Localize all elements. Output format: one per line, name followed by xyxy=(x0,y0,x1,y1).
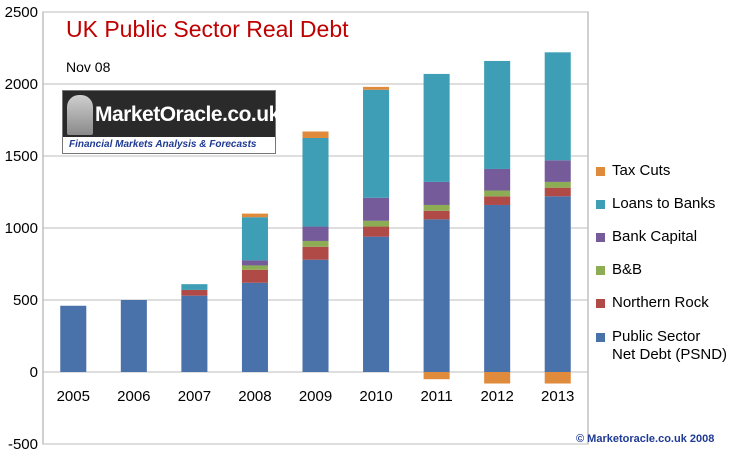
bar-segment xyxy=(241,260,268,266)
chart-subtitle: Nov 08 xyxy=(66,59,111,75)
bar-segment xyxy=(544,181,571,188)
bar-segment xyxy=(302,259,329,372)
chart-title: UK Public Sector Real Debt xyxy=(66,16,349,42)
legend-label: Tax Cuts xyxy=(612,162,671,179)
x-tick-label: 2007 xyxy=(178,388,211,405)
bar-segment xyxy=(544,372,571,384)
bar-segment xyxy=(423,73,450,182)
bar-segment xyxy=(363,236,390,372)
bar-segment xyxy=(302,131,329,138)
bar-segment xyxy=(181,284,208,290)
bar-segment xyxy=(120,300,147,372)
y-tick-label: 1500 xyxy=(5,148,38,165)
legend-label: Public Sector Net Debt (PSND) xyxy=(612,328,728,363)
x-tick-label: 2009 xyxy=(299,388,332,405)
bar-segment xyxy=(423,219,450,372)
legend-label: Loans to Banks xyxy=(612,195,716,212)
bar-segment xyxy=(241,269,268,283)
bar-segment xyxy=(302,138,329,227)
y-tick-label: 1000 xyxy=(5,220,38,237)
bar-segment xyxy=(60,305,87,372)
logo-name: MarketOracle.co.uk xyxy=(95,103,280,126)
x-tick-label: 2008 xyxy=(238,388,271,405)
x-tick-label: 2013 xyxy=(541,388,574,405)
bar-segment xyxy=(423,372,450,380)
bar-segment xyxy=(241,282,268,372)
bar-segment xyxy=(363,220,390,227)
bar-segment xyxy=(484,196,511,205)
bar-segment xyxy=(484,60,511,169)
bar-segment xyxy=(423,181,450,205)
x-tick-labels: 2005 2006 2007 2008 2009 2010 2011 2012 2013 xyxy=(57,388,575,405)
marketoracle-logo: MarketOracle.co.uk Financial Markets Ana… xyxy=(62,90,280,154)
bar-segment xyxy=(484,204,511,372)
bar-segment xyxy=(363,86,390,90)
y-tick-label: 2500 xyxy=(5,4,38,21)
x-tick-label: 2011 xyxy=(420,388,452,405)
legend-swatch xyxy=(596,233,605,242)
y-tick-label: 2000 xyxy=(5,76,38,93)
legend-swatch xyxy=(596,299,605,308)
bar-segment xyxy=(544,187,571,197)
bar-segment xyxy=(363,197,390,221)
bar-segment xyxy=(484,372,511,384)
legend-label: Northern Rock xyxy=(612,294,709,311)
legend-swatch xyxy=(596,333,605,342)
legend-label: B&B xyxy=(612,261,643,278)
legend-swatch xyxy=(596,200,605,209)
bar-segment xyxy=(363,226,390,237)
bars xyxy=(60,52,571,384)
x-tick-label: 2010 xyxy=(359,388,392,405)
y-tick-label: 500 xyxy=(13,292,38,309)
y-tick-label: 0 xyxy=(30,364,38,381)
statue-icon xyxy=(67,95,93,135)
y-tick-label: -500 xyxy=(8,436,38,453)
bar-segment xyxy=(241,217,268,261)
x-tick-label: 2005 xyxy=(57,388,90,405)
bar-segment xyxy=(302,240,329,247)
bar-segment xyxy=(484,190,511,197)
legend-swatch xyxy=(596,266,605,275)
x-tick-label: 2006 xyxy=(117,388,150,405)
bar-segment xyxy=(484,168,511,191)
bar-segment xyxy=(302,226,329,241)
y-tick-labels: -500 0 500 1000 1500 2000 2500 xyxy=(5,4,38,453)
bar-segment xyxy=(544,160,571,182)
bar-segment xyxy=(544,52,571,161)
logo-tagline: Financial Markets Analysis & Forecasts xyxy=(63,137,275,153)
bar-segment xyxy=(423,204,450,211)
legend-swatch xyxy=(596,167,605,176)
bar-segment xyxy=(302,246,329,260)
bar-segment xyxy=(544,196,571,372)
bar-segment xyxy=(241,213,268,218)
bar-segment xyxy=(363,89,390,198)
copyright-notice: © Marketoracle.co.uk 2008 xyxy=(576,433,715,445)
bar-segment xyxy=(423,210,450,220)
bar-segment xyxy=(181,289,208,296)
bar-segment xyxy=(241,265,268,270)
bar-segment xyxy=(181,295,208,372)
legend-label: Bank Capital xyxy=(612,228,698,245)
x-tick-label: 2012 xyxy=(480,388,513,405)
